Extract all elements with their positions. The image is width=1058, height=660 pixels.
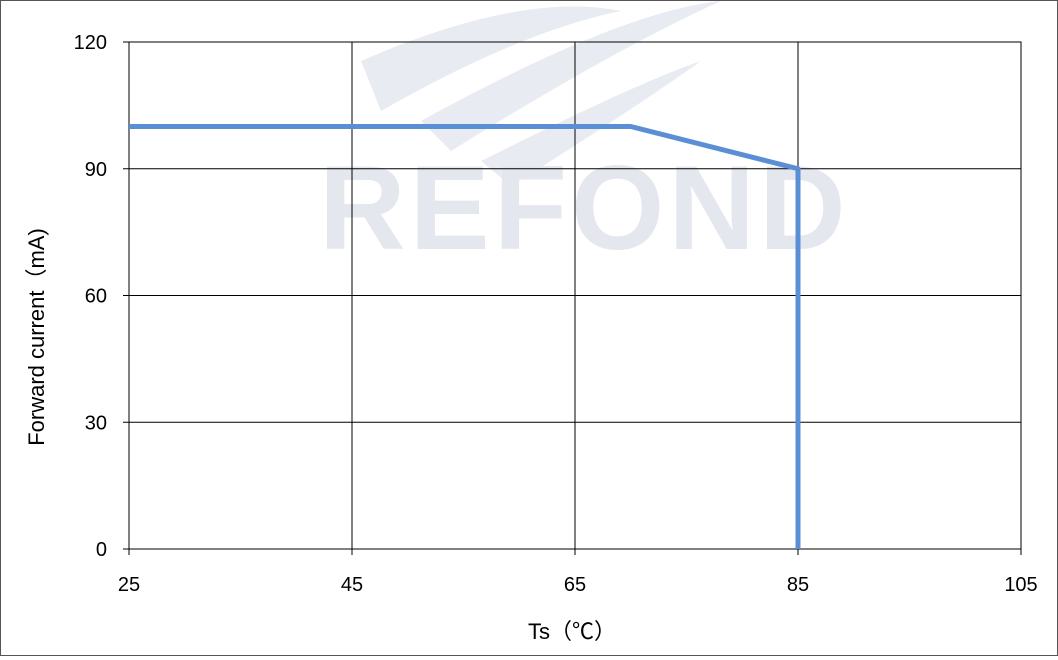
x-tick-label: 45	[341, 574, 363, 596]
y-axis-title: Forward current（mA)	[24, 228, 49, 446]
watermark-swoosh-1	[361, 6, 621, 111]
watermark-logo: REFOND	[319, 1, 850, 275]
x-axis-title: Ts（℃）	[528, 619, 616, 644]
y-tick-label: 0	[96, 539, 107, 561]
watermark-swoosh-2	[421, 1, 721, 151]
x-tick-label: 105	[1004, 574, 1037, 596]
x-tick-label: 25	[118, 574, 140, 596]
x-tick-label: 65	[564, 574, 586, 596]
axis-ticks: 25 45 65 85 105 0 30 60 90 120	[74, 32, 1038, 596]
y-tick-label: 30	[85, 412, 107, 434]
y-tick-label: 60	[85, 286, 107, 308]
series-line	[129, 124, 801, 549]
watermark-swoosh-3	[481, 61, 701, 186]
y-tick-label: 120	[74, 32, 107, 54]
watermark-text: REFOND	[319, 141, 850, 275]
x-tick-label: 85	[787, 574, 809, 596]
series-layer	[129, 124, 801, 549]
y-tick-label: 90	[85, 159, 107, 181]
